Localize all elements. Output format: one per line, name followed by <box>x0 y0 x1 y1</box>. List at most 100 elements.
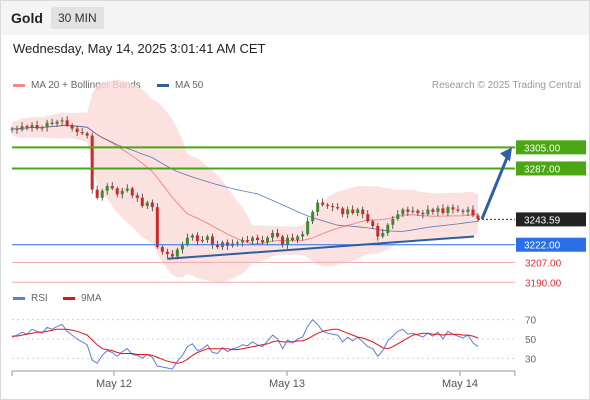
legend-item-ma50: MA 50 <box>157 80 203 91</box>
candle-body <box>386 224 390 233</box>
candle-body <box>205 236 209 241</box>
rsi-9ma-line <box>12 328 479 364</box>
candle-body <box>406 209 410 212</box>
candle-body <box>115 188 119 195</box>
level-label-4: 3207.00 <box>525 258 562 269</box>
candle-body <box>396 214 400 219</box>
candle-body <box>281 236 285 245</box>
legend-swatch-ma20 <box>13 84 25 87</box>
candle-body <box>421 213 425 215</box>
legend-item-rsi: RSI <box>13 293 48 304</box>
legend-item-ma20: MA 20 + Bollinger Bands <box>13 80 141 91</box>
candle-body <box>361 209 365 215</box>
interval-badge[interactable]: 30 MIN <box>51 7 104 29</box>
candle-body <box>256 237 260 241</box>
candle-body <box>341 208 345 215</box>
candle-body <box>416 210 420 214</box>
candle-body <box>65 120 69 126</box>
candle-body <box>90 135 94 190</box>
candle-body <box>401 209 405 215</box>
candle-body <box>311 211 315 222</box>
x-tick-label: May 12 <box>96 378 132 390</box>
candle-body <box>200 240 204 242</box>
candle-body <box>80 132 84 134</box>
candle-body <box>461 210 465 212</box>
candle-body <box>35 125 39 129</box>
candle-body <box>246 240 250 242</box>
candle-body <box>20 126 24 130</box>
ma50-line <box>11 125 479 232</box>
level-tag-3 <box>516 237 586 252</box>
candle-body <box>185 237 189 245</box>
legend-label-9ma: 9MA <box>81 293 102 304</box>
level-label-2: 3243.59 <box>524 215 561 226</box>
candle-body <box>376 225 380 237</box>
candle-body <box>110 186 114 189</box>
x-tick-label: May 13 <box>269 378 305 390</box>
candle-body <box>105 186 109 191</box>
candle-body <box>195 235 199 242</box>
candle-body <box>261 240 265 243</box>
candle-body <box>306 221 310 235</box>
candle-body <box>125 188 129 191</box>
level-label-0: 3305.00 <box>524 143 561 154</box>
forecast-arrow-head <box>500 147 512 162</box>
level-tag-0 <box>516 140 586 155</box>
rsi-tick-label: 30 <box>525 354 537 365</box>
legend-label-ma50: MA 50 <box>175 80 204 91</box>
legend-swatch-9ma <box>63 297 75 300</box>
legend-swatch-ma50 <box>157 84 169 87</box>
candle-body <box>120 190 124 195</box>
candle-body <box>471 209 475 216</box>
candle-body <box>296 236 300 241</box>
candle-body <box>150 202 154 208</box>
candle-body <box>346 209 350 215</box>
candle-body <box>476 215 480 219</box>
bollinger-band <box>12 79 478 283</box>
candle-body <box>251 237 255 242</box>
rsi-line <box>11 318 479 370</box>
candle-body <box>411 210 415 212</box>
candle-body <box>366 214 370 222</box>
candle-body <box>25 126 29 128</box>
candle-body <box>240 240 244 243</box>
candle-body <box>466 209 470 212</box>
candle-body <box>436 208 440 212</box>
candle-body <box>356 209 360 214</box>
level-tag-2 <box>516 212 586 227</box>
candle-body <box>10 128 14 130</box>
candle-body <box>271 232 275 238</box>
candle-body <box>381 232 385 237</box>
candle-body <box>60 120 64 122</box>
candle-body <box>175 249 179 257</box>
candle-body <box>130 188 134 196</box>
level-tag-1 <box>516 161 586 176</box>
candle-body <box>301 234 305 237</box>
candle-body <box>85 133 89 136</box>
research-credit: Research © 2025 Trading Central <box>431 80 581 91</box>
level-label-5: 3190.00 <box>525 278 562 289</box>
candle-body <box>55 121 59 124</box>
x-tick-label: May 14 <box>442 378 478 390</box>
legend-label-ma20: MA 20 + Bollinger Bands <box>31 80 141 91</box>
candle-body <box>336 207 340 209</box>
candle-body <box>160 247 164 252</box>
candle-body <box>286 237 290 245</box>
candle-body <box>140 197 144 206</box>
candle-body <box>371 221 375 226</box>
candle-body <box>441 208 445 214</box>
candle-body <box>15 128 19 130</box>
rsi-tick-label: 50 <box>525 335 537 346</box>
rsi-tick-label: 70 <box>525 316 537 327</box>
legend-label-rsi: RSI <box>31 293 48 304</box>
instrument-title: Gold <box>11 10 43 26</box>
candle-body <box>235 242 239 244</box>
candle-body <box>351 209 355 214</box>
candle-body <box>225 242 229 246</box>
legend-swatch-rsi <box>13 297 25 300</box>
uptrend-line <box>167 235 475 260</box>
candle-body <box>451 207 455 210</box>
candle-body <box>70 125 74 129</box>
candle-body <box>426 209 430 215</box>
